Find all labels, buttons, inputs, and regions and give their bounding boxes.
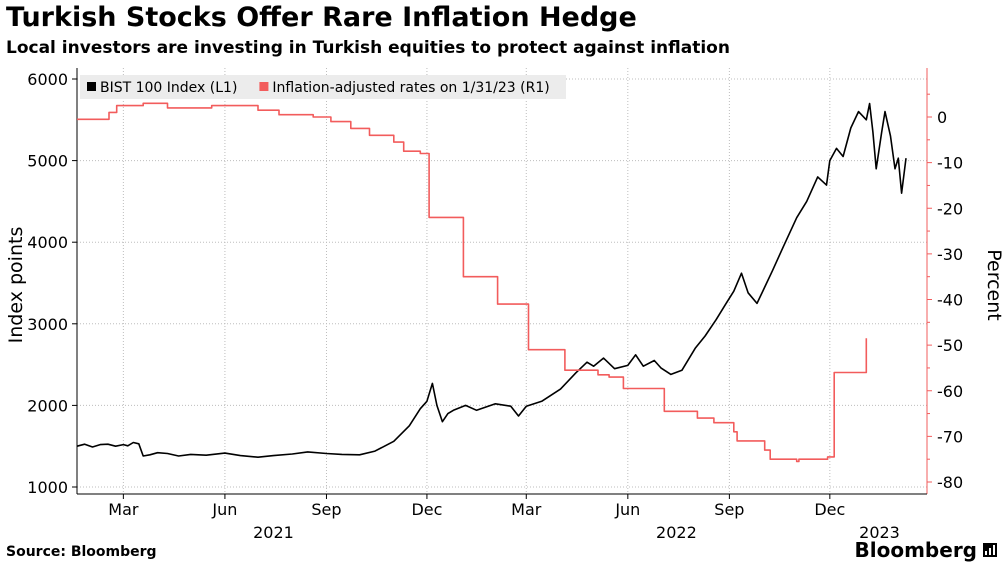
right-axis-tick-label: -70 <box>937 427 963 446</box>
right-axis-tick-label: 0 <box>937 108 947 127</box>
series-line-inflation-adjusted-rates <box>77 102 868 463</box>
right-axis-tick-label: -30 <box>937 245 963 264</box>
x-axis-year-label: 2022 <box>656 523 697 542</box>
right-axis-tick-label: -10 <box>937 154 963 173</box>
x-axis-tick-label: Jun <box>614 500 640 519</box>
x-axis-tick-label: Sep <box>714 500 744 519</box>
legend-background <box>80 75 566 99</box>
bloomberg-bars-icon <box>983 543 997 557</box>
left-axis-tick-label: 5000 <box>27 152 68 171</box>
chart-subtitle: Local investors are investing in Turkish… <box>6 38 730 58</box>
legend-label: Inflation-adjusted rates on 1/31/23 (R1) <box>272 80 549 96</box>
chart-title: Turkish Stocks Offer Rare Inflation Hedg… <box>6 2 637 33</box>
right-axis-tick-label: -80 <box>937 473 963 492</box>
x-axis-year-label: 2021 <box>253 523 294 542</box>
right-axis-title: Percent <box>983 249 1003 321</box>
brand-logo: Bloomberg <box>855 538 997 562</box>
left-axis-tick-label: 4000 <box>27 233 68 252</box>
left-axis-tick-label: 6000 <box>27 70 68 89</box>
x-axis-tick-label: Sep <box>311 500 341 519</box>
source-note: Source: Bloomberg <box>6 544 157 560</box>
series-line-bist-100 <box>76 102 907 459</box>
x-axis-year-label: 2023 <box>859 523 900 542</box>
x-axis-tick-label: Mar <box>511 500 542 519</box>
left-axis-tick-label: 3000 <box>27 315 68 334</box>
right-axis-tick-label: -50 <box>937 336 963 355</box>
x-axis-tick-label: Dec <box>411 500 442 519</box>
right-axis-tick-label: -20 <box>937 199 963 218</box>
left-axis-tick-label: 1000 <box>27 478 68 497</box>
right-axis-tick-label: -60 <box>937 382 963 401</box>
legend-swatch <box>87 82 96 91</box>
x-axis-tick-label: Dec <box>814 500 845 519</box>
legend-swatch <box>259 82 269 91</box>
brand-name: Bloomberg <box>854 538 977 562</box>
x-axis-tick-label: Mar <box>108 500 139 519</box>
right-axis-tick-label: -40 <box>937 291 963 310</box>
left-axis-tick-label: 2000 <box>27 396 68 415</box>
legend-label: BIST 100 Index (L1) <box>100 80 237 96</box>
x-axis-tick-label: Jun <box>211 500 237 519</box>
left-axis-title: Index points <box>5 227 27 344</box>
